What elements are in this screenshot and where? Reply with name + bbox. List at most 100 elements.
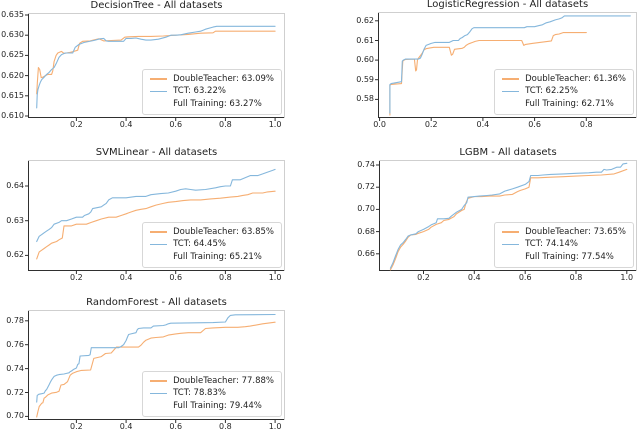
orange-line-swatch [502,78,520,80]
x-tick-label: 0.6 [518,273,532,282]
legend: DoubleTeacher: 73.65% TCT: 74.14% Full Tra… [494,221,634,268]
chart-lgbm: LGBM - All datasets 0.2 0.4 0.6 0.8 1.0 0.66 0… [357,147,637,282]
x-tick-label: 0.2 [70,273,83,282]
x-tick-label: 0.6 [169,120,183,129]
x-tick-label: 0.6 [169,273,183,282]
y-tick-label: 0.61 [356,35,374,45]
legend-label: Full Training: 79.44% [173,400,262,411]
legend-label: TCT: 74.14% [525,239,578,250]
series-line-doubleteacher [36,321,276,418]
legend-row: TCT: 62.25% [502,85,626,98]
legend-label: Full Training: 62.71% [525,98,614,109]
x-tick-label: 0.8 [579,120,593,129]
blue-line-swatch [502,243,520,245]
x-tick-label: 0.8 [219,422,232,430]
x-tick-label: 0.4 [119,422,133,430]
y-tick-label: 0.620 [1,70,24,80]
blue-line-swatch [150,392,168,394]
legend-label: DoubleTeacher: 63.09% [173,73,274,84]
x-tick-label: 0.4 [476,120,490,129]
legend: DoubleTeacher: 63.85% TCT: 64.45% Full Tra… [142,221,282,268]
plot-svg [25,13,285,121]
series-line-tct [389,15,631,114]
x-tick-label: 0.2 [424,120,438,129]
legend-row: TCT: 78.83% [150,387,274,400]
orange-line-swatch [150,78,168,80]
legend-row: TCT: 63.22% [150,85,274,98]
x-tick-label: 1.0 [268,120,282,129]
y-tick-label: 0.74 [6,363,24,373]
blue-line-swatch [150,90,168,92]
plot-svg [375,12,637,121]
orange-line-swatch [150,380,168,382]
chart-decisiontree: DecisionTree - All datasets 0.2 0.4 0.6 0.8… [1,0,285,129]
legend-label: Full Training: 77.54% [525,251,614,262]
y-tick-label: 0.64 [6,181,24,190]
y-tick-label: 0.63 [6,215,24,225]
chart-title: RandomForest - All datasets [86,297,227,308]
x-tick-label: 0.2 [417,273,430,282]
x-tick-label: 0.8 [569,273,583,282]
legend-row: DoubleTeacher: 63.09% [150,73,274,86]
plot-svg [25,310,285,423]
series-line-doubleteacher [36,190,276,260]
x-tick-label: 1.0 [620,273,634,282]
legend-label: DoubleTeacher: 73.65% [525,226,626,237]
orange-line-swatch [502,231,520,233]
y-tick-label: 0.76 [6,339,24,349]
series-line-tct [36,168,276,243]
legend: DoubleTeacher: 61.36% TCT: 62.25% Full Tra… [494,68,634,115]
series-line-tct [389,162,628,269]
y-tick-label: 0.74 [357,160,375,169]
y-tick-label: 0.66 [357,248,375,258]
legend: DoubleTeacher: 63.09% TCT: 63.22% Full Tra… [142,68,282,115]
chart-title: DecisionTree - All datasets [90,0,223,11]
legend-row: DoubleTeacher: 63.85% [150,226,274,239]
legend-label: TCT: 63.22% [173,86,226,97]
legend-label: Full Training: 63.27% [173,98,262,109]
x-tick-label: 1.0 [268,273,282,282]
blue-line-swatch [150,243,168,245]
x-tick-label: 0.4 [119,273,133,282]
y-tick-label: 0.62 [6,250,24,260]
legend-row: TCT: 64.45% [150,238,274,251]
legend-label: TCT: 78.83% [173,388,226,399]
chart-svmlinear: SVMLinear - All datasets 0.2 0.4 0.6 0.8 1.0… [6,147,285,282]
chart-title: LGBM - All datasets [459,147,557,158]
blue-line-swatch [502,90,520,92]
x-tick-label: 0.4 [467,273,481,282]
x-tick-label: 0.2 [70,120,83,129]
chart-title: LogisticRegression - All datasets [426,0,589,10]
series-line-tct [36,313,276,403]
y-tick-label: 0.610 [1,111,24,120]
legend-label: TCT: 62.25% [525,86,578,97]
plot-svg [376,160,637,274]
chart-randomforest: RandomForest - All datasets 0.2 0.4 0.6 0.8… [6,297,285,430]
x-tick-label: 0.0 [373,120,386,129]
legend-row: DoubleTeacher: 77.88% [150,375,274,388]
y-tick-label: 0.70 [357,204,375,214]
series-line-tct [36,25,276,109]
y-tick-label: 0.635 [1,10,24,19]
series-line-doubleteacher [389,168,628,271]
y-tick-label: 0.72 [357,182,375,192]
y-tick-label: 0.70 [6,411,24,421]
chart-logisticregression: LogisticRegression - All datasets 0.0 0.2… [356,0,637,129]
y-tick-label: 0.68 [357,226,375,236]
y-tick-label: 0.58 [356,94,374,104]
plot-svg [25,160,285,274]
chart-title: SVMLinear - All datasets [95,147,218,158]
x-tick-label: 1.0 [268,422,282,430]
legend-row: DoubleTeacher: 73.65% [502,226,626,239]
y-tick-label: 0.60 [356,55,374,65]
legend-row: Full Training: 79.44% [150,400,274,413]
y-tick-label: 0.59 [356,74,374,84]
legend-row: Full Training: 65.21% [150,251,274,264]
orange-line-swatch [150,231,168,233]
legend-row: Full Training: 62.71% [502,98,626,111]
x-tick-label: 0.6 [528,120,541,129]
x-tick-label: 0.4 [119,120,133,129]
y-tick-label: 0.630 [1,30,24,40]
x-tick-label: 0.8 [219,120,232,129]
